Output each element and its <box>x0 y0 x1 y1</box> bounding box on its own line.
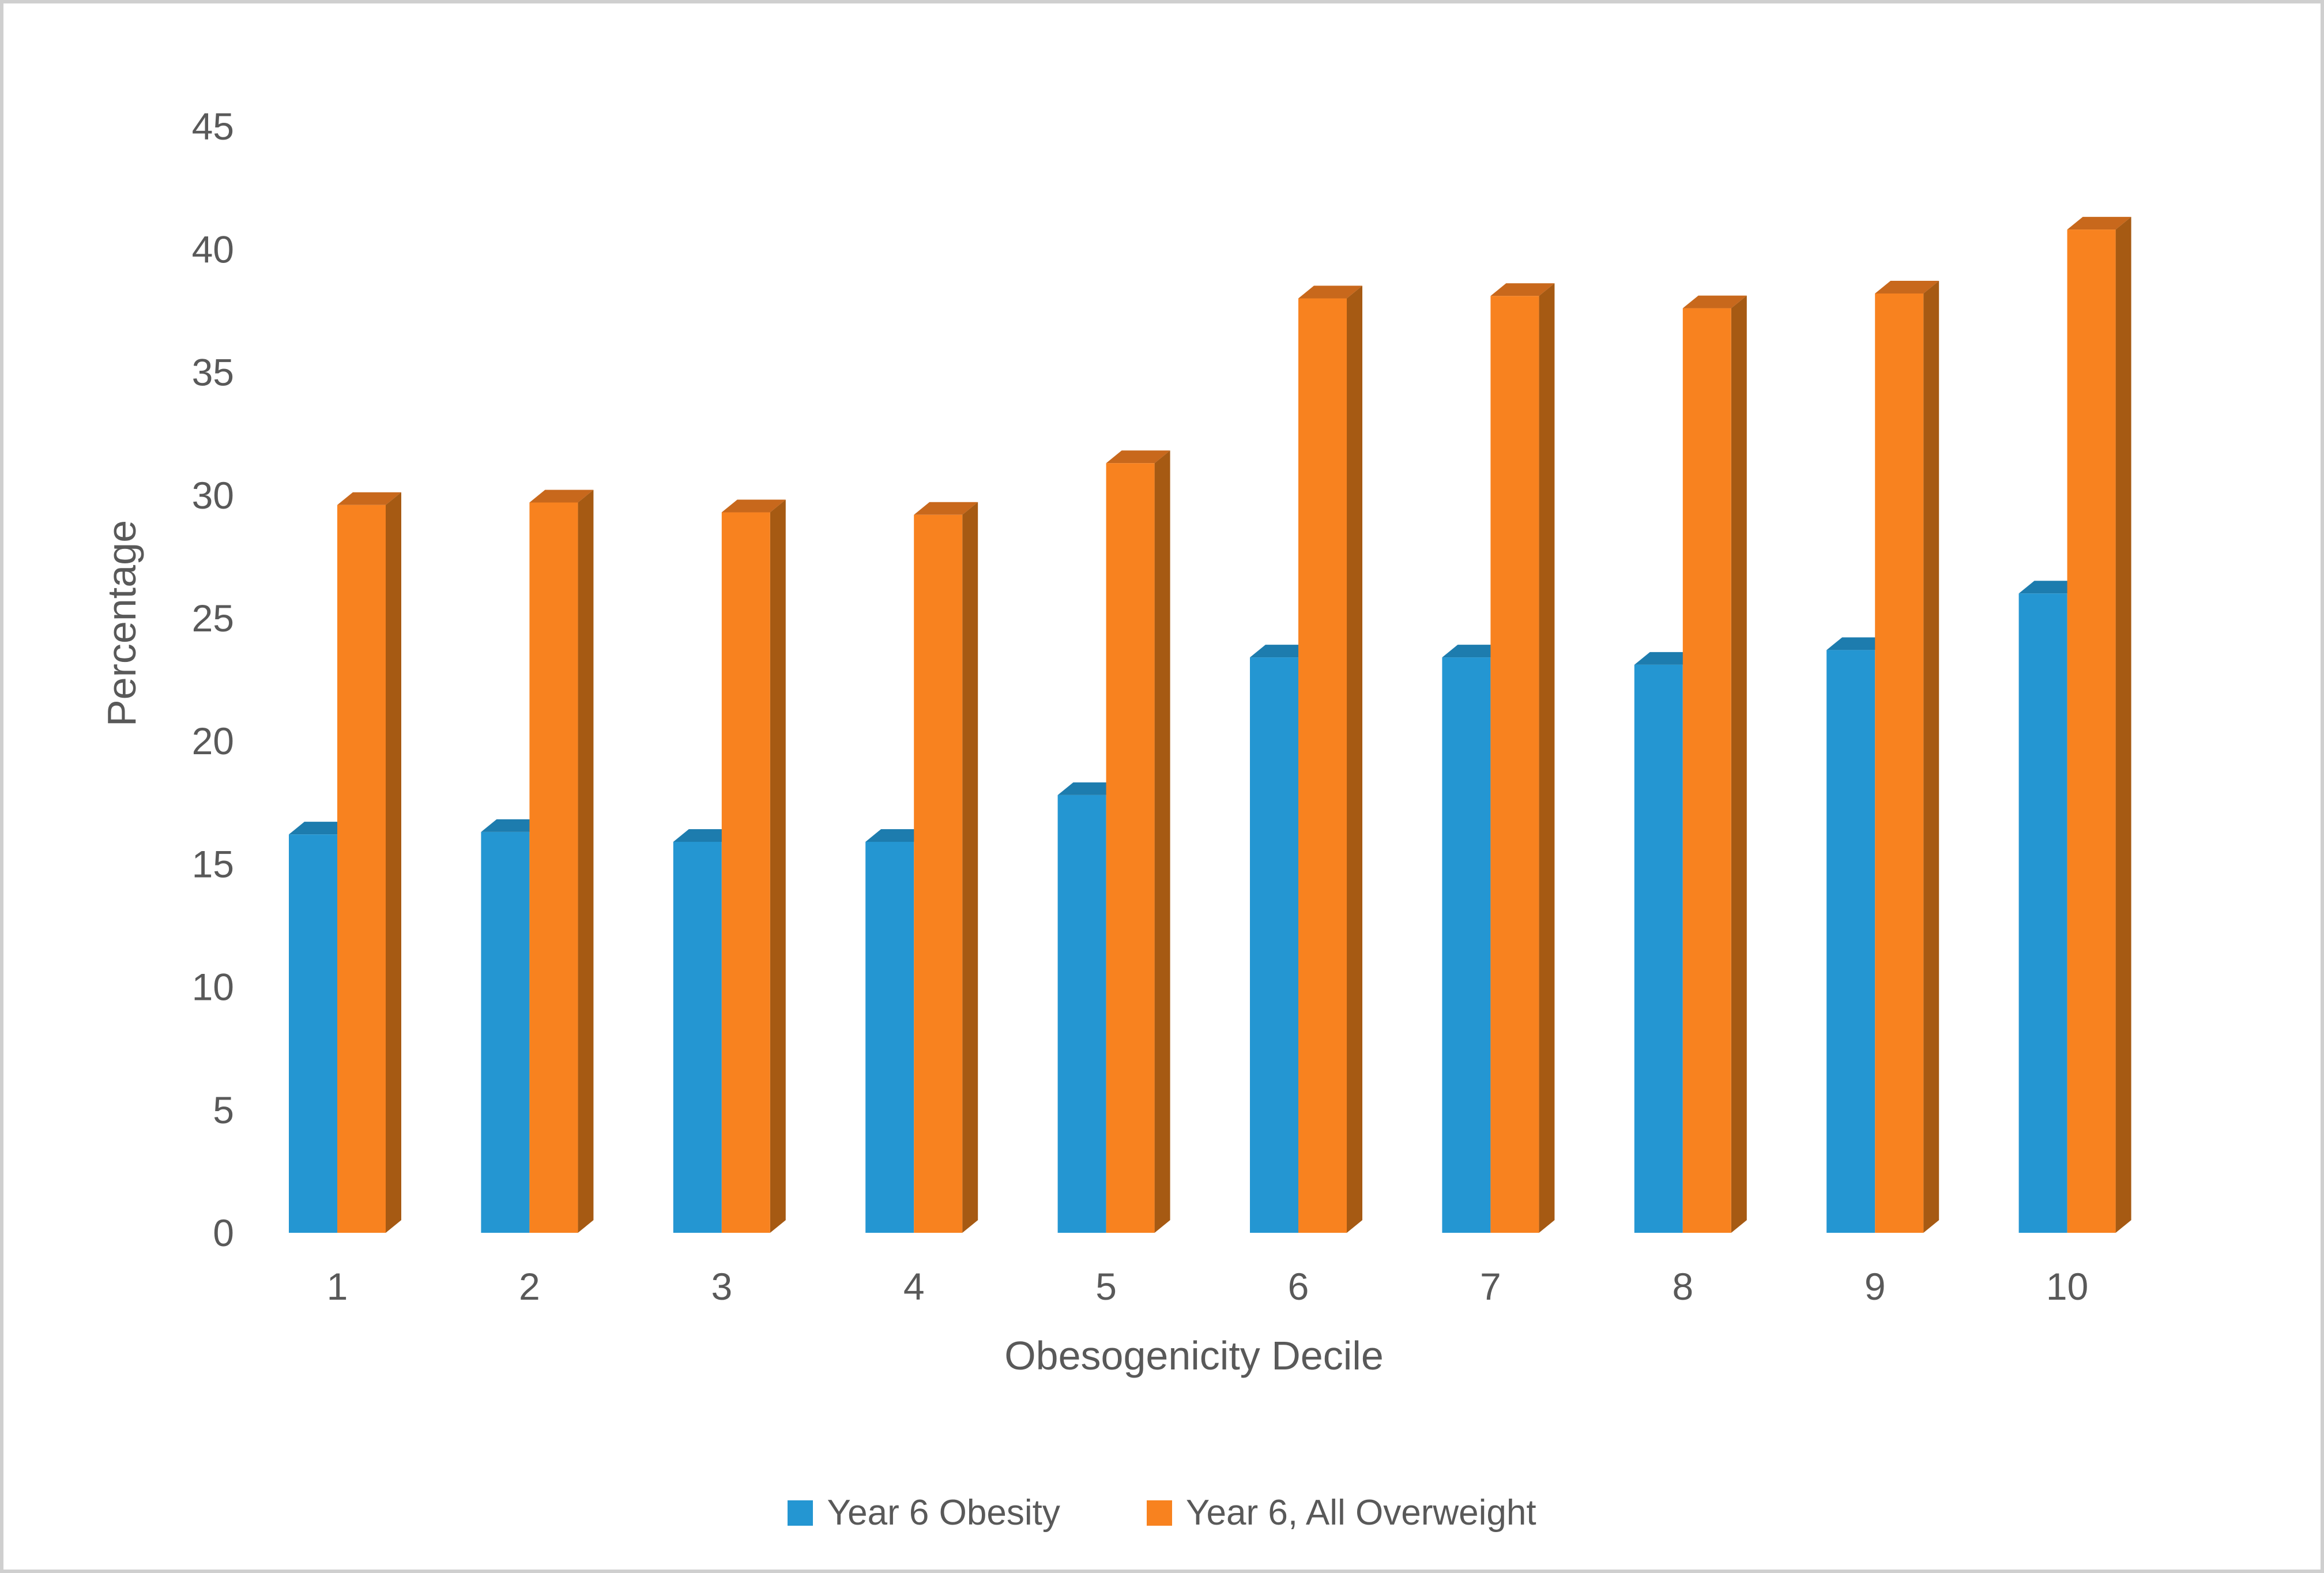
bar-year-6-all-overweight-decile-3-top-face <box>721 499 786 513</box>
legend-item-year-6-all-overweight: Year 6, All Overweight <box>1146 1492 1536 1533</box>
bar-year-6-all-overweight-decile-5-side-face <box>1154 450 1170 1233</box>
bar-year-6-all-overweight-decile-8-top-face <box>1682 295 1747 308</box>
bar-year-6-obesity-decile-7-top-face <box>1442 645 1506 658</box>
bar-year-6-all-overweight-decile-10-side-face <box>2115 217 2131 1233</box>
bar-year-6-all-overweight-decile-10-top-face <box>2067 217 2131 230</box>
bar-year-6-all-overweight-decile-5-top-face <box>1106 450 1170 464</box>
bar-year-6-obesity-decile-8-top-face <box>1634 652 1698 665</box>
x-axis-tick-label-3: 3 <box>711 1265 732 1308</box>
y-axis-tick-label-0: 0 <box>213 1211 234 1254</box>
x-axis-tick-label-7: 7 <box>1480 1265 1501 1308</box>
bar-year-6-all-overweight-decile-9-side-face <box>1923 280 1939 1233</box>
x-axis-tick-label-5: 5 <box>1095 1265 1117 1308</box>
bar-year-6-all-overweight-decile-7 <box>1490 296 1539 1233</box>
legend-item-year-6-obesity: Year 6 Obesity <box>788 1492 1060 1533</box>
x-axis-tick-label-6: 6 <box>1288 1265 1309 1308</box>
bar-year-6-all-overweight-decile-1 <box>337 505 386 1233</box>
bar-year-6-obesity-decile-3-top-face <box>673 829 737 842</box>
y-axis-tick-label-35: 35 <box>192 351 234 394</box>
bar-year-6-all-overweight-decile-8 <box>1682 308 1731 1233</box>
y-axis-tick-label-40: 40 <box>192 228 234 270</box>
bar-year-6-obesity-decile-4-top-face <box>865 829 930 842</box>
bar-year-6-obesity-decile-10-top-face <box>2018 581 2083 594</box>
bar-year-6-obesity-decile-10 <box>2018 593 2067 1233</box>
bar-year-6-obesity-decile-5 <box>1057 795 1106 1233</box>
legend-label-year-6-obesity: Year 6 Obesity <box>827 1493 1060 1533</box>
legend-swatch-year-6-all-overweight <box>1146 1500 1172 1526</box>
bar-year-6-all-overweight-decile-7-top-face <box>1490 283 1555 296</box>
bar-year-6-all-overweight-decile-2-top-face <box>529 490 594 503</box>
bar-year-6-all-overweight-decile-2 <box>529 502 578 1233</box>
bar-year-6-obesity-decile-2 <box>481 831 530 1233</box>
bar-year-6-all-overweight-decile-7-side-face <box>1539 283 1555 1233</box>
bar-year-6-all-overweight-decile-9-top-face <box>1875 280 1939 293</box>
bar-year-6-obesity-decile-9 <box>1826 650 1875 1233</box>
bar-year-6-obesity-decile-5-top-face <box>1057 782 1122 795</box>
y-axis-title: Percentage <box>99 520 144 727</box>
y-axis-tick-label-20: 20 <box>192 720 234 762</box>
bar-year-6-all-overweight-decile-1-side-face <box>386 492 401 1233</box>
bar-year-6-obesity-decile-9-top-face <box>1826 637 1891 650</box>
y-axis-tick-label-5: 5 <box>213 1089 234 1131</box>
bar-year-6-all-overweight-decile-9 <box>1875 293 1924 1233</box>
y-axis-tick-label-45: 45 <box>192 105 234 148</box>
x-axis-tick-label-9: 9 <box>1865 1265 1886 1308</box>
y-axis-tick-label-30: 30 <box>192 474 234 517</box>
bar-year-6-all-overweight-decile-6-top-face <box>1298 285 1362 299</box>
x-axis-tick-label-4: 4 <box>903 1265 925 1308</box>
bar-year-6-all-overweight-decile-8-side-face <box>1731 295 1747 1233</box>
bar-year-6-all-overweight-decile-6 <box>1298 298 1347 1233</box>
y-axis-tick-label-10: 10 <box>192 966 234 1008</box>
x-axis-tick-label-1: 1 <box>327 1265 348 1308</box>
legend: Year 6 Obesity Year 6, All Overweight <box>3 1492 2321 1533</box>
x-axis-tick-label-10: 10 <box>2046 1265 2088 1308</box>
bar-year-6-all-overweight-decile-5 <box>1106 463 1155 1233</box>
x-axis-tick-label-8: 8 <box>1672 1265 1693 1308</box>
bar-year-6-all-overweight-decile-4 <box>914 514 963 1233</box>
bar-year-6-all-overweight-decile-6-side-face <box>1347 285 1362 1233</box>
bar-year-6-all-overweight-decile-3 <box>721 512 770 1233</box>
y-axis-tick-label-25: 25 <box>192 597 234 639</box>
bar-year-6-obesity-decile-3 <box>673 841 722 1233</box>
bar-year-6-obesity-decile-4 <box>865 841 914 1233</box>
bar-year-6-all-overweight-decile-4-top-face <box>914 502 978 515</box>
bar-year-6-obesity-decile-8 <box>1634 664 1683 1233</box>
bar-year-6-obesity-decile-2-top-face <box>481 819 545 832</box>
bar-year-6-all-overweight-decile-1-top-face <box>337 492 401 505</box>
x-axis-title: Obesogenicity Decile <box>1004 1333 1384 1378</box>
bar-year-6-obesity-decile-7 <box>1442 657 1491 1233</box>
bar-year-6-obesity-decile-6 <box>1250 657 1298 1233</box>
x-axis-tick-label-2: 2 <box>519 1265 540 1308</box>
legend-label-year-6-all-overweight: Year 6, All Overweight <box>1185 1493 1536 1533</box>
bar-year-6-all-overweight-decile-10 <box>2067 229 2116 1233</box>
legend-swatch-year-6-obesity <box>788 1500 813 1526</box>
bar-year-6-obesity-decile-1-top-face <box>289 822 353 835</box>
bar-year-6-all-overweight-decile-4-side-face <box>962 502 978 1233</box>
bar-year-6-all-overweight-decile-3-side-face <box>770 499 786 1233</box>
bar-year-6-all-overweight-decile-2-side-face <box>578 490 594 1233</box>
bar-year-6-obesity-decile-6-top-face <box>1250 645 1314 658</box>
y-axis-tick-label-15: 15 <box>192 842 234 885</box>
bar-year-6-obesity-decile-1 <box>289 834 337 1233</box>
